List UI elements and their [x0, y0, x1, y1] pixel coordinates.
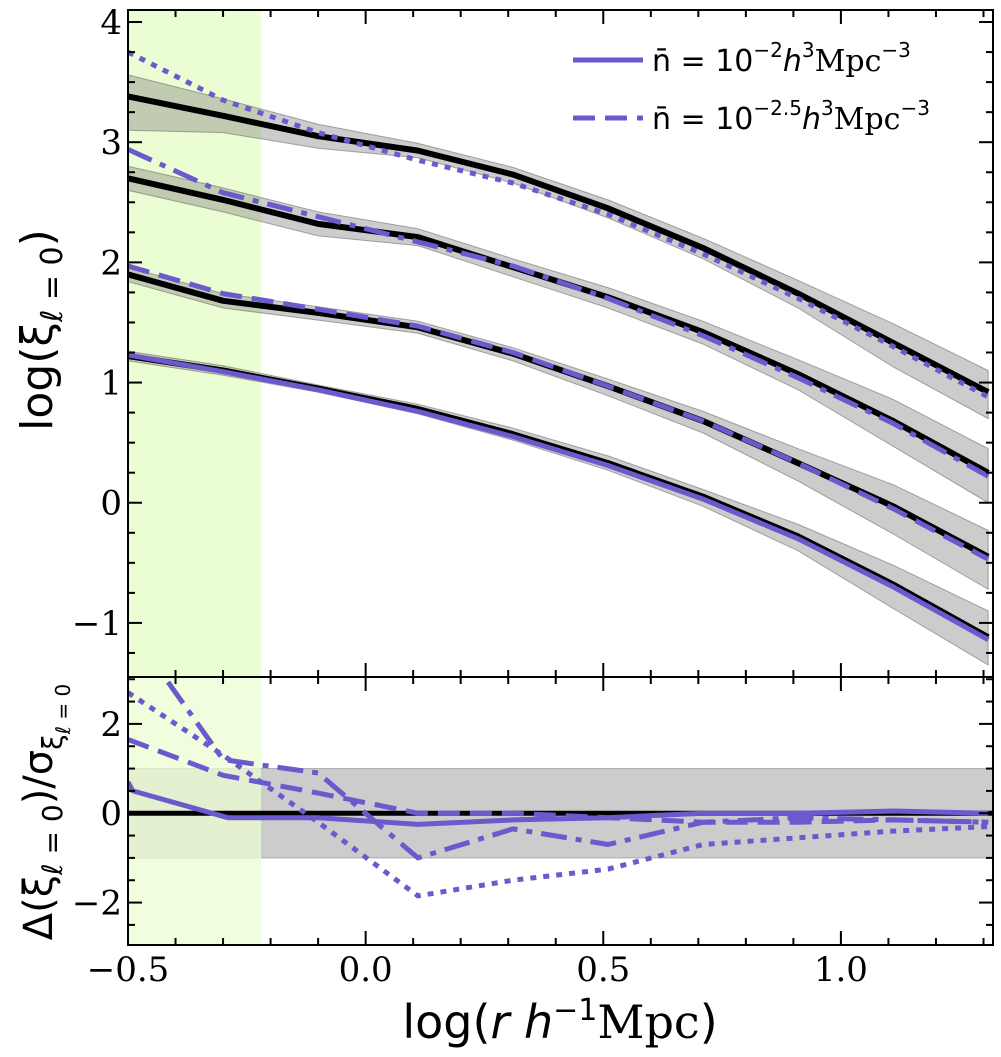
bottom-xtick-label: 1.0	[814, 950, 868, 990]
top-ytick-label: 3	[100, 123, 122, 163]
bottom-xtick-label: 0.5	[576, 950, 630, 990]
bottom-xtick-label: −0.5	[87, 950, 170, 990]
residual-line-1-dashed	[128, 737, 989, 825]
residual-line-3-dotted	[128, 690, 989, 899]
error-band-6	[128, 74, 989, 420]
bottom-ytick-label: −2	[72, 884, 122, 924]
top-y-axis-label: log(ξℓ = 0)	[12, 229, 70, 431]
series-line-6-solid	[128, 93, 990, 395]
top-ytick-label: −1	[72, 604, 122, 644]
bottom-ticks: −2 0 2 −0.5 0.0 0.5 1.0	[72, 677, 993, 990]
legend-label-dashed: n̄ = 10−2.5h3Mpc−3	[652, 96, 930, 137]
legend-label-solid: n̄ = 10−2h3Mpc−3	[652, 38, 911, 79]
bottom-panel-frame	[127, 676, 994, 946]
series-line-3-dashed	[128, 263, 990, 562]
x-axis-label: log(r h−1Mpc)	[402, 993, 717, 1049]
top-ytick-label: 1	[100, 364, 122, 404]
bottom-panel: −2 0 2 −0.5 0.0 0.5 1.0 Δ(ξℓ = 0)/σξℓ = 0 log(…	[16, 676, 994, 1049]
top-ytick-label: 0	[100, 484, 122, 524]
top-ytick-label: 4	[100, 3, 122, 43]
bottom-y-axis-label: Δ(ξℓ = 0)/σξℓ = 0	[16, 684, 75, 940]
top-ticks: −1 0 1 2 3 4	[72, 3, 993, 677]
top-plot-area	[128, 10, 990, 677]
bottom-ytick-label: 0	[100, 794, 122, 834]
bottom-plot-area	[128, 677, 993, 945]
residual-line-0-solid	[128, 780, 989, 827]
legend: n̄ = 10−2h3Mpc−3 n̄ = 10−2.5h3Mpc−3	[573, 38, 930, 137]
series-line-7-dotted	[128, 49, 990, 400]
series-line-5-dashdot	[128, 147, 990, 479]
bottom-xtick-label: 0.0	[339, 950, 393, 990]
residual-line-2-dashdot	[158, 677, 989, 861]
top-ytick-label: 2	[100, 243, 122, 283]
bottom-ytick-label: 2	[100, 705, 122, 745]
series-line-1-solid	[128, 352, 990, 642]
